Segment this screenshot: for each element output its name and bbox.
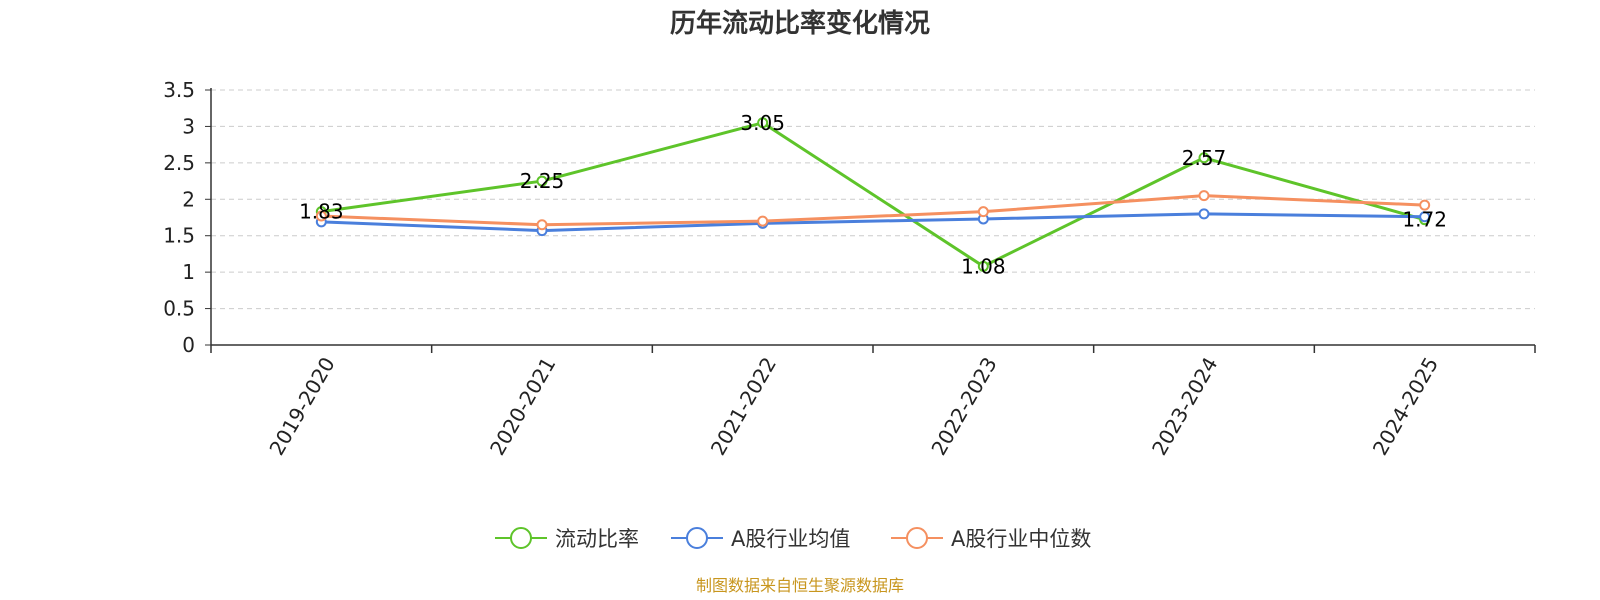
x-tick-label: 2023-2024 — [1147, 353, 1222, 459]
data-label: 1.08 — [961, 254, 1006, 278]
x-tick-label: 2022-2023 — [926, 353, 1001, 459]
data-point — [977, 206, 989, 218]
data-point — [757, 215, 769, 227]
x-tick-label: 2020-2021 — [485, 353, 560, 459]
series-1 — [315, 117, 1431, 272]
data-point — [1198, 190, 1210, 202]
data-label: 1.83 — [299, 200, 344, 224]
y-tick-label: 1 — [182, 260, 195, 284]
chart-title: 历年流动比率变化情况 — [670, 8, 930, 39]
data-labels: 1.83 2.25 3.05 1.08 2.57 1.72 — [299, 111, 1447, 279]
data-point — [1419, 211, 1431, 223]
data-point — [977, 260, 989, 272]
legend-marker-icon — [906, 527, 928, 549]
legend-item-3[interactable]: A股行业中位数 — [891, 527, 1091, 551]
series-line — [321, 212, 1425, 233]
y-tick-label: 2 — [182, 187, 195, 211]
x-tick-label: 2019-2020 — [264, 353, 339, 459]
grid — [211, 89, 1535, 310]
data-label: 3.05 — [740, 111, 785, 135]
series-line — [321, 121, 1426, 268]
legend-marker-icon — [510, 527, 532, 549]
data-label: 2.57 — [1182, 146, 1227, 170]
x-tick-label: 2024-2025 — [1368, 353, 1443, 459]
y-tick-label: 3 — [182, 114, 195, 138]
data-point — [757, 117, 769, 129]
legend-label: 流动比率 — [555, 527, 639, 551]
data-label: 1.72 — [1402, 208, 1447, 232]
data-point — [1198, 208, 1210, 220]
y-tick-label: 0 — [182, 333, 195, 357]
data-point — [536, 219, 548, 231]
y-tick-label: 1.5 — [163, 224, 195, 248]
x-tick-label: 2021-2022 — [706, 353, 781, 459]
data-point — [1419, 199, 1431, 211]
y-tick-label: 0.5 — [163, 297, 195, 321]
y-tick-label: 2.5 — [163, 151, 195, 175]
data-point — [1198, 152, 1210, 164]
data-label: 2.25 — [520, 169, 565, 193]
legend[interactable]: 流动比率 A股行业均值 A股行业中位数 — [495, 527, 1091, 551]
series-3 — [315, 190, 1431, 231]
legend-item-1[interactable]: 流动比率 — [495, 527, 639, 551]
axes: 0 0.5 1 1.5 2 2.5 3 3.5 2019-2020 2020-2021 2021-2… — [163, 78, 1536, 459]
legend-marker-icon — [686, 527, 708, 549]
data-point — [315, 210, 327, 222]
legend-item-2[interactable]: A股行业均值 — [671, 527, 850, 551]
series — [315, 117, 1431, 272]
data-point — [536, 175, 548, 187]
series-line — [321, 194, 1425, 227]
y-tick-label: 3.5 — [163, 78, 195, 102]
legend-label: A股行业中位数 — [951, 527, 1091, 551]
source-note: 制图数据来自恒生聚源数据库 — [696, 576, 904, 595]
legend-label: A股行业均值 — [731, 527, 850, 551]
